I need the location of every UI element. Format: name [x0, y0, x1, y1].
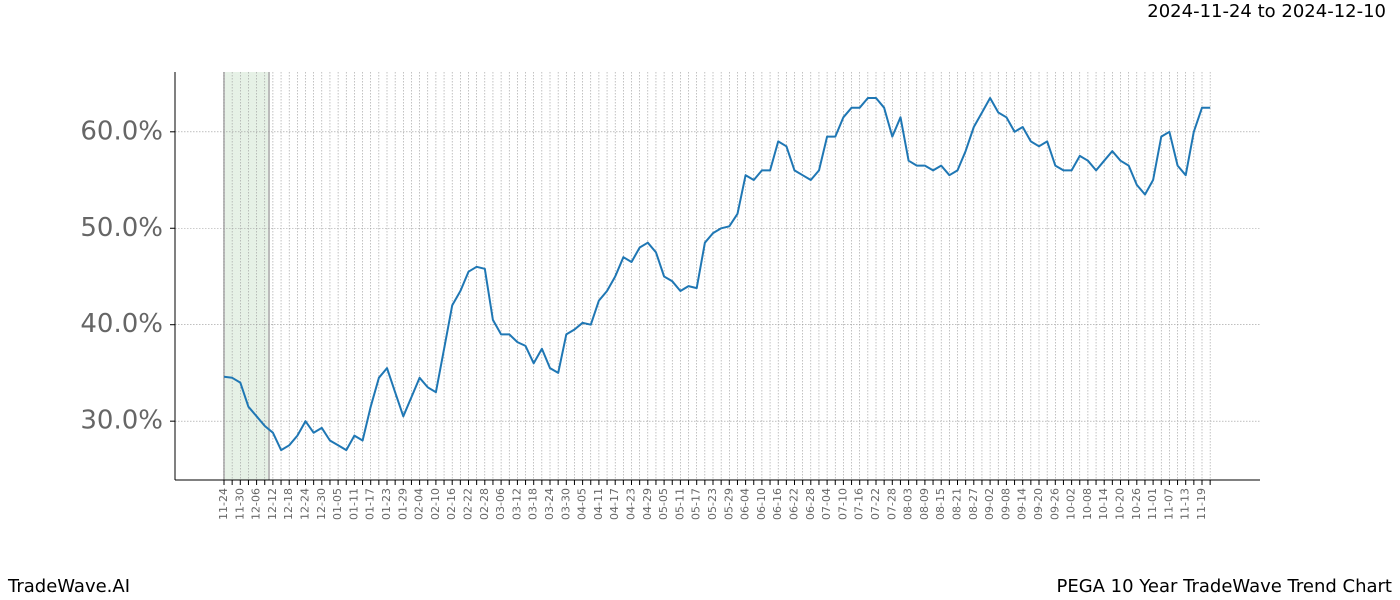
x-tick-label: 08-09 — [918, 488, 931, 520]
x-tick-label: 12-24 — [299, 488, 312, 520]
y-tick-label: 60.0% — [80, 116, 163, 146]
x-tick-label: 06-10 — [755, 488, 768, 520]
x-tick-label: 07-10 — [836, 488, 849, 520]
x-tick-label: 02-04 — [413, 488, 426, 520]
x-tick-label: 02-22 — [462, 488, 475, 520]
highlight-span — [224, 72, 269, 480]
x-tick-label: 05-23 — [706, 488, 719, 520]
x-tick-label: 12-18 — [282, 488, 295, 520]
x-tick-label: 05-17 — [690, 488, 703, 520]
x-tick-label: 10-20 — [1114, 488, 1127, 520]
y-tick-label: 50.0% — [80, 213, 163, 243]
x-tick-label: 10-02 — [1065, 488, 1078, 520]
x-tick-label: 12-06 — [250, 488, 263, 520]
x-tick-label: 01-29 — [396, 488, 409, 520]
x-tick-label: 02-10 — [429, 488, 442, 520]
x-tick-label: 09-14 — [1016, 488, 1029, 520]
x-tick-label: 08-21 — [951, 488, 964, 520]
x-tick-label: 05-11 — [673, 488, 686, 520]
x-tick-label: 01-11 — [347, 488, 360, 520]
x-tick-label: 02-16 — [445, 488, 458, 520]
date-range: 2024-11-24 to 2024-12-10 — [1147, 1, 1386, 22]
x-tick-label: 01-23 — [380, 488, 393, 520]
x-tick-label: 11-19 — [1195, 488, 1208, 520]
x-tick-label: 09-08 — [999, 488, 1012, 520]
x-tick-label: 06-04 — [739, 488, 752, 520]
x-tick-label: 06-16 — [771, 488, 784, 520]
x-tick-label: 07-16 — [853, 488, 866, 520]
x-tick-label: 03-12 — [510, 488, 523, 520]
x-tick-label: 05-05 — [657, 488, 670, 520]
x-tick-label: 03-06 — [494, 488, 507, 520]
x-tick-label: 06-22 — [788, 488, 801, 520]
x-tick-label: 11-30 — [233, 488, 246, 520]
x-tick-label: 11-07 — [1162, 488, 1175, 520]
x-tick-label: 09-20 — [1032, 488, 1045, 520]
x-tick-label: 05-29 — [722, 488, 735, 520]
x-tick-label: 03-24 — [543, 488, 556, 520]
x-tick-label: 01-17 — [364, 488, 377, 520]
x-tick-label: 01-05 — [331, 488, 344, 520]
x-tick-label: 10-14 — [1097, 488, 1110, 520]
x-tick-label: 07-04 — [820, 488, 833, 520]
x-tick-label: 08-03 — [902, 488, 915, 520]
plot — [223, 97, 1211, 452]
x-tick-label: 10-08 — [1081, 488, 1094, 520]
x-tick-label: 03-30 — [559, 488, 572, 520]
x-tick-label: 04-05 — [576, 488, 589, 520]
x-tick-label: 04-29 — [641, 488, 654, 520]
x-tick-label: 02-28 — [478, 488, 491, 520]
brand: TradeWave.AI — [7, 576, 130, 597]
x-tick-label: 09-02 — [983, 488, 996, 520]
x-tick-label: 11-01 — [1146, 488, 1159, 520]
x-tick-label: 11-24 — [217, 488, 230, 520]
x-tick-label: 12-12 — [266, 488, 279, 520]
x-tick-label: 06-28 — [804, 488, 817, 520]
y-tick-label: 30.0% — [80, 406, 163, 436]
x-tick-label: 04-11 — [592, 488, 605, 520]
x-tick-label: 10-26 — [1130, 488, 1143, 520]
x-tick-label: 09-26 — [1048, 488, 1061, 520]
y-tick-label: 40.0% — [80, 309, 163, 339]
x-tick-label: 11-13 — [1179, 488, 1192, 520]
x-tick-label: 04-23 — [625, 488, 638, 520]
trend-line — [223, 97, 1211, 452]
chart-name: PEGA 10 Year TradeWave Trend Chart — [1056, 576, 1392, 597]
x-tick-label: 08-15 — [934, 488, 947, 520]
x-tick-label: 08-27 — [967, 488, 980, 520]
x-tick-label: 12-30 — [315, 488, 328, 520]
x-tick-label: 07-22 — [869, 488, 882, 520]
x-tick-label: 04-17 — [608, 488, 621, 520]
grid — [175, 72, 1260, 480]
x-tick-label: 07-28 — [885, 488, 898, 520]
x-tick-label: 03-18 — [527, 488, 540, 520]
